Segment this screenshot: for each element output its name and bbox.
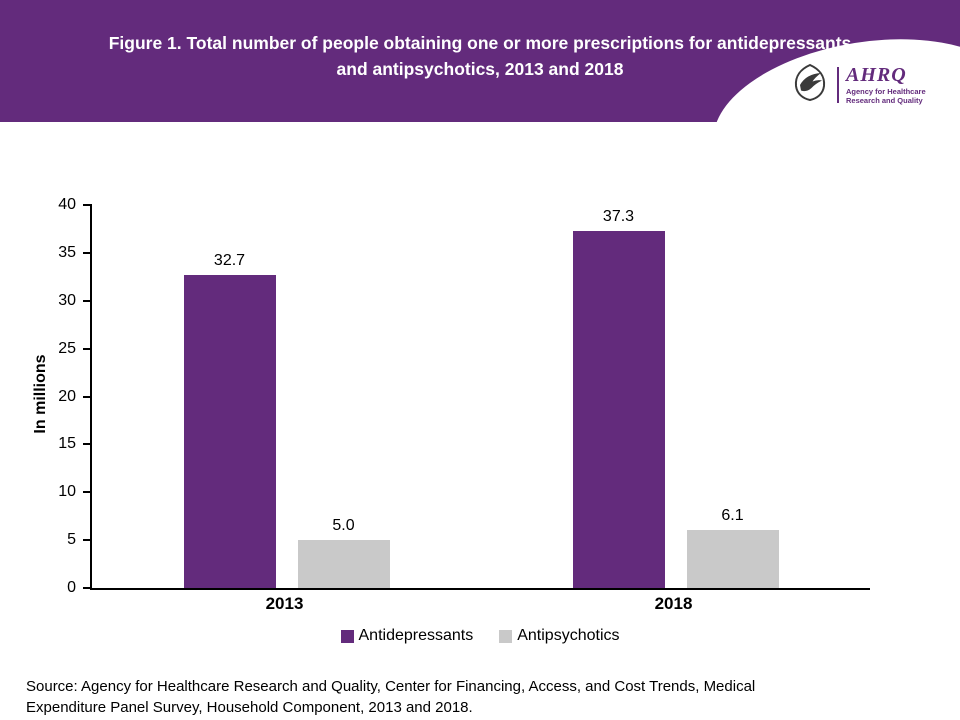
y-tick-mark (83, 587, 92, 589)
y-tick-label: 0 (67, 579, 76, 596)
y-tick-mark (83, 443, 92, 446)
bar-antipsychotics-2018 (686, 529, 779, 588)
y-tick-mark (83, 491, 92, 494)
y-tick-mark (83, 204, 92, 206)
logo-divider (837, 66, 839, 103)
y-tick-mark (83, 395, 92, 398)
bar-value-label: 32.7 (213, 251, 246, 269)
figure-title: Figure 1. Total number of people obtaini… (108, 33, 852, 80)
y-tick-mark (83, 299, 92, 302)
y-tick-label: 15 (58, 435, 76, 453)
y-tick-label: 10 (58, 483, 76, 501)
source-note: Source: Agency for Healthcare Research a… (26, 678, 756, 716)
chart-legend: Antidepressants Antipsychotics (0, 627, 960, 645)
y-tick-label: 20 (58, 387, 76, 405)
y-tick-label: 5 (67, 531, 76, 549)
ahrq-logo: AHRQ Agency for Healthcare Research and … (846, 65, 950, 105)
legend-label-antipsychotics: Antipsychotics (517, 627, 620, 644)
bar-antipsychotics-2013 (297, 540, 390, 588)
y-tick-label: 30 (58, 291, 76, 309)
x-axis-labels: 2013 2018 (90, 594, 868, 618)
y-tick-mark (83, 347, 92, 350)
bar-antidepressants-2013 (183, 274, 276, 588)
legend-label-antidepressants: Antidepressants (358, 627, 474, 644)
plot-area: 0 5 10 15 20 25 30 35 40 32.7 5.0 37.3 6.1 (58, 196, 870, 596)
y-tick-mark (83, 539, 92, 542)
hhs-logo-icon (790, 62, 830, 107)
bar-value-label: 6.1 (721, 506, 744, 524)
legend-swatch-antipsychotics (499, 629, 513, 643)
x-axis-category-label: 2013 (265, 594, 304, 613)
legend-item-antipsychotics: Antipsychotics (499, 627, 620, 645)
logo-area: AHRQ Agency for Healthcare Research and … (790, 62, 950, 107)
y-tick-label: 25 (58, 339, 76, 357)
legend-item-antidepressants: Antidepressants (340, 627, 474, 645)
bar-value-label: 37.3 (602, 207, 635, 225)
legend-swatch-antidepressants (340, 629, 354, 643)
y-tick-mark (83, 251, 92, 254)
y-tick-label: 40 (58, 196, 76, 213)
ahrq-logo-subtitle: Agency for Healthcare Research and Quali… (846, 86, 926, 105)
x-axis-category-label: 2018 (654, 594, 693, 613)
bar-antidepressants-2018 (572, 230, 665, 588)
ahrq-logo-name: AHRQ (846, 63, 907, 86)
header-banner: Figure 1. Total number of people obtaini… (0, 0, 960, 224)
bar-value-label: 5.0 (332, 517, 355, 535)
y-tick-label: 35 (58, 243, 76, 261)
